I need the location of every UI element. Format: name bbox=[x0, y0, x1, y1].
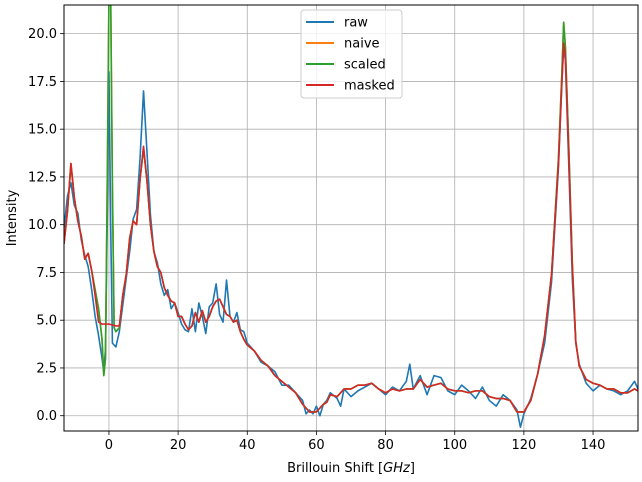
y-axis-title: Intensity bbox=[5, 189, 20, 246]
x-tick-label: 100 bbox=[442, 438, 467, 453]
y-tick-label: 20.0 bbox=[28, 27, 57, 42]
y-tick-label: 2.5 bbox=[36, 361, 57, 376]
legend: raw naive scaled masked bbox=[300, 9, 403, 99]
x-axis: 0 20 40 60 80 100 120 140 bbox=[105, 431, 606, 453]
y-axis: 0.0 2.5 5.0 7.5 10.0 12.5 15.0 17.5 20.0 bbox=[28, 27, 64, 424]
x-tick-label: 80 bbox=[377, 438, 394, 453]
y-tick-label: 7.5 bbox=[36, 266, 57, 281]
series-line-raw bbox=[64, 46, 638, 428]
y-tick-label: 5.0 bbox=[36, 314, 57, 329]
y-tick-label: 15.0 bbox=[28, 123, 57, 138]
y-tick-label: 0.0 bbox=[36, 409, 57, 424]
x-axis-title: Brillouin Shift [GHz] bbox=[287, 461, 415, 476]
legend-box bbox=[300, 9, 403, 99]
x-tick-label: 0 bbox=[105, 438, 113, 453]
x-tick-label: 20 bbox=[170, 438, 187, 453]
legend-label-scaled: scaled bbox=[344, 58, 386, 73]
legend-label-masked: masked bbox=[344, 79, 395, 94]
legend-label-naive: naive bbox=[344, 37, 380, 52]
y-tick-label: 17.5 bbox=[28, 75, 57, 90]
legend-label-raw: raw bbox=[344, 16, 368, 31]
series-line-masked bbox=[64, 42, 638, 413]
y-tick-label: 10.0 bbox=[28, 218, 57, 233]
x-tick-label: 60 bbox=[308, 438, 325, 453]
plot-frame bbox=[63, 4, 639, 432]
series-group bbox=[64, 5, 638, 428]
x-tick-label: 40 bbox=[239, 438, 256, 453]
x-tick-label: 140 bbox=[581, 438, 606, 453]
y-tick-label: 12.5 bbox=[28, 170, 57, 185]
x-tick-label: 120 bbox=[511, 438, 536, 453]
